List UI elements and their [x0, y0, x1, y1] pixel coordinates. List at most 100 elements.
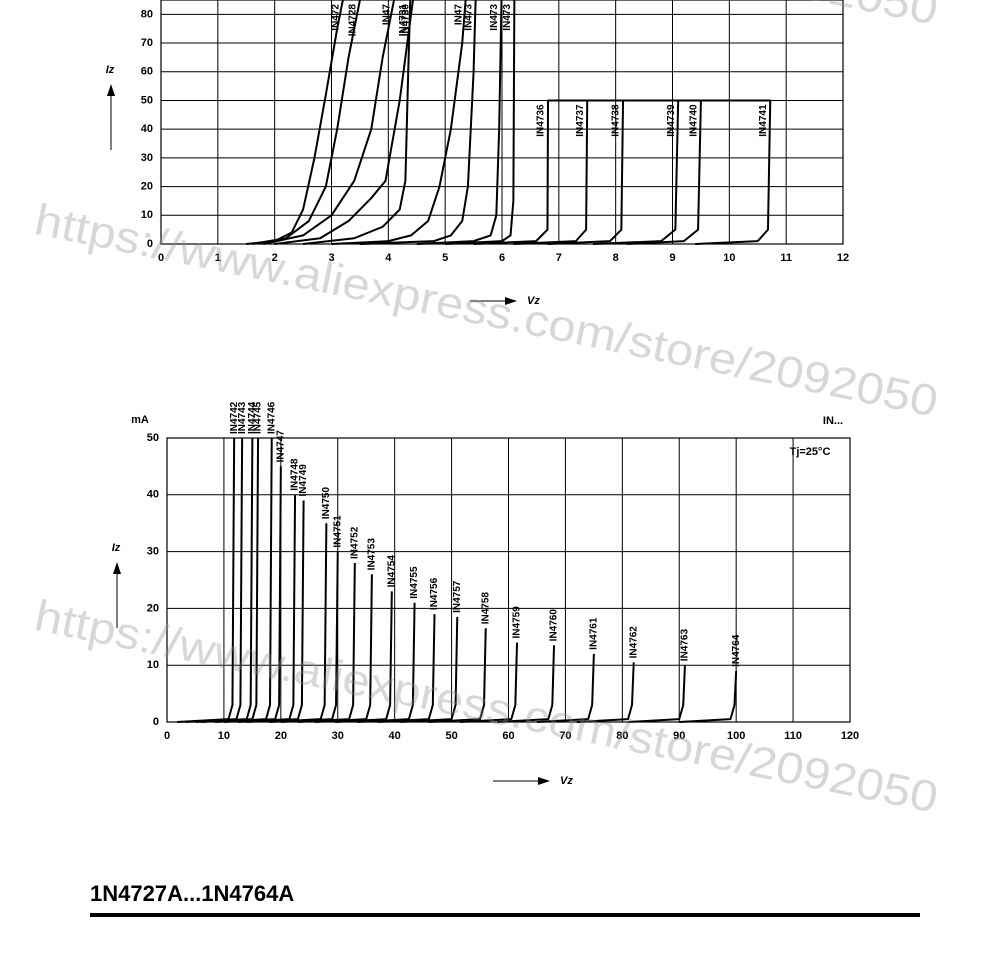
y-tick-label: 50 [147, 432, 159, 444]
curve [445, 0, 516, 245]
curve [497, 645, 556, 723]
series-label: IN4743 [237, 401, 248, 434]
y-tick-label: 80 [141, 8, 153, 20]
series-label: IN472 [331, 4, 342, 31]
x-tick-label: 1 [215, 252, 221, 264]
x-tick-label: 12 [837, 252, 849, 264]
series-label: IN473 [489, 4, 500, 31]
series-label: IN4763 [680, 629, 691, 662]
y-tick-label: 30 [147, 546, 159, 558]
series-label: IN4737 [575, 104, 586, 137]
x-tick-label: 3 [328, 252, 334, 264]
y-tick-label: 30 [141, 152, 153, 164]
series-label: IN4764 [731, 634, 742, 667]
y-arrow-head [107, 84, 115, 96]
series-label: IN4739 [666, 104, 677, 137]
x-tick-label: 80 [616, 730, 628, 742]
x-tick-label: 20 [275, 730, 287, 742]
x-tick-label: 90 [673, 730, 685, 742]
x-tick-label: 60 [502, 730, 514, 742]
curve [576, 662, 635, 723]
series-label: IN4759 [512, 606, 523, 639]
curve [627, 665, 686, 723]
x-tick-label: 7 [556, 252, 562, 264]
series-label: IN4741 [758, 104, 769, 137]
y-tick-label: 10 [147, 659, 159, 671]
curve [547, 99, 679, 245]
series-label: IN4754 [386, 555, 397, 588]
curve [377, 614, 436, 723]
series-label: IN4730 [401, 4, 412, 37]
series-label: IN4760 [549, 609, 560, 642]
series-label: IN4747 [275, 430, 286, 463]
curve [177, 437, 236, 723]
curve [251, 0, 361, 245]
curve [263, 0, 396, 245]
series-label: IN473 [502, 4, 513, 31]
curve [331, 0, 467, 245]
x-tick-label: 110 [784, 730, 802, 742]
series-label: IN47 [453, 4, 464, 26]
curve [592, 99, 701, 245]
x-axis-label: Vz [560, 775, 573, 787]
x-tick-label: 5 [442, 252, 448, 264]
y-tick-label: 50 [141, 94, 153, 106]
x-tick-label: 50 [445, 730, 457, 742]
x-tick-label: 6 [499, 252, 505, 264]
x-tick-label: 100 [727, 730, 745, 742]
series-label: IN4756 [429, 577, 440, 610]
x-arrow-head [538, 777, 550, 785]
curve [400, 616, 459, 723]
series-label: IN4728 [348, 4, 359, 37]
y-axis-label: Iz [112, 542, 121, 554]
corner-label: IN... [823, 415, 843, 427]
x-tick-label: 10 [218, 730, 230, 742]
series-label: IN4757 [452, 580, 463, 613]
series-label: IN4751 [332, 515, 343, 548]
x-tick-label: 9 [669, 252, 675, 264]
series-label: IN4761 [589, 617, 600, 650]
footer-title: 1N4727A...1N4764A [90, 881, 294, 906]
x-tick-label: 70 [559, 730, 571, 742]
curve [357, 602, 416, 723]
series-label: IN4758 [480, 592, 491, 625]
curve [302, 0, 412, 245]
x-axis-label: Vz [527, 295, 540, 307]
x-tick-label: 4 [385, 252, 392, 264]
y-tick-label: 20 [141, 180, 153, 192]
y-axis-label: Iz [106, 64, 115, 76]
series-label: IN473 [463, 4, 474, 31]
curve [314, 574, 373, 723]
curve [359, 0, 477, 245]
x-tick-label: 0 [164, 730, 170, 742]
y-tick-label: 0 [147, 238, 153, 250]
curve [246, 0, 344, 245]
curve [695, 99, 772, 245]
y-tick-label: 20 [147, 602, 159, 614]
x-tick-label: 40 [389, 730, 401, 742]
series-label: IN4738 [611, 104, 622, 137]
x-tick-label: 10 [723, 252, 735, 264]
series-label: IN4748 [290, 458, 301, 491]
x-tick-label: 2 [272, 252, 278, 264]
series-group [246, 0, 772, 245]
series-label: IN4745 [253, 401, 264, 434]
series-label: IN4752 [349, 526, 360, 559]
y-tick-label: 10 [141, 209, 153, 221]
series-label: IN4742 [229, 401, 240, 434]
series-label: IN47 [382, 4, 393, 26]
series-label: IN4750 [321, 487, 332, 520]
series-label: IN4731 [398, 4, 409, 37]
series-group [177, 437, 738, 723]
annotation: Tj=25°C [790, 446, 831, 458]
x-tick-label: 120 [841, 730, 859, 742]
watermark: https://www.aliexpress.com/store/2092050 [31, 195, 942, 426]
series-label: IN4753 [367, 538, 378, 571]
curve [460, 642, 519, 723]
footer-rule [90, 913, 920, 917]
series-label: IN4749 [298, 464, 309, 497]
curve [416, 0, 503, 245]
curve [246, 500, 305, 723]
watermark: https://www.aliexpress.com/store/2092050 [31, 0, 942, 35]
y-tick-label: 60 [141, 66, 153, 78]
